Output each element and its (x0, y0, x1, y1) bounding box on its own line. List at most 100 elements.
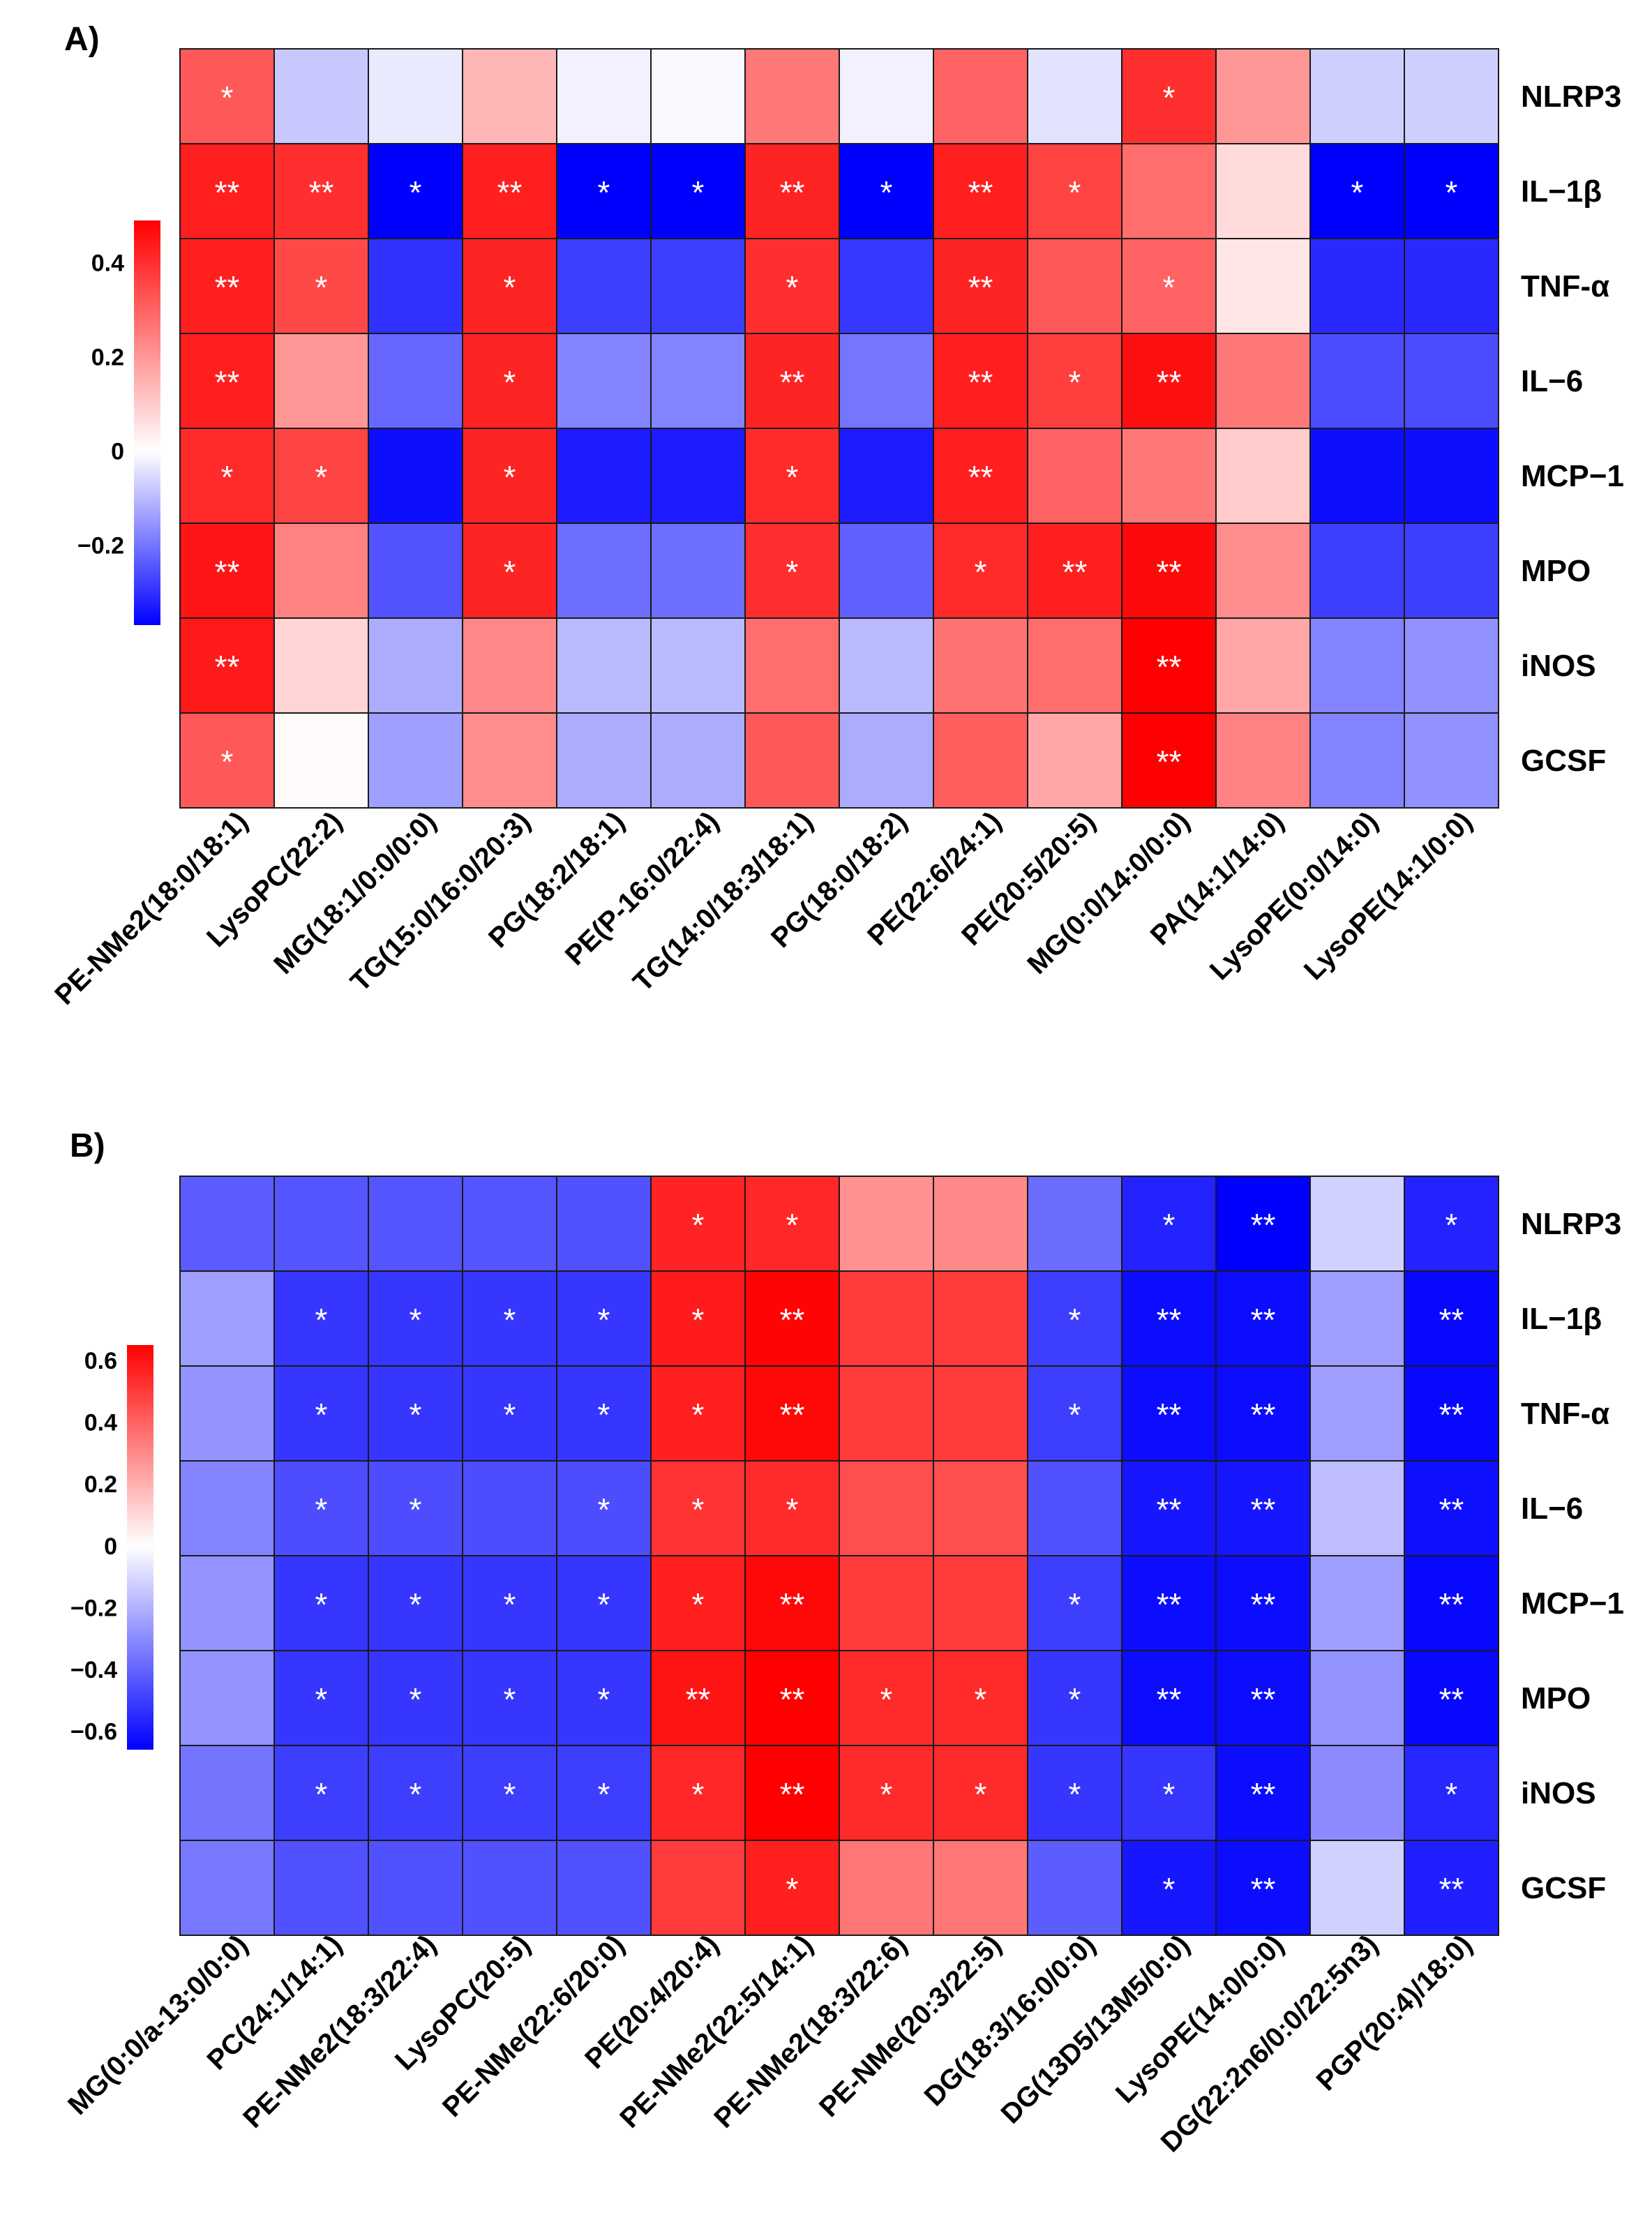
panel-a-cell-r0-c6 (744, 48, 840, 144)
panel-b-cell-r3-c6 (744, 1460, 840, 1556)
panel-a-significance-r1-c8: ** (968, 174, 993, 211)
panel-a-cell-r6-c6 (744, 617, 840, 714)
panel-b-significance-r5-c2: * (410, 1681, 422, 1718)
panel-b-column-label-8: PE-NMe(20:3/22:5) (813, 1929, 1007, 2123)
panel-a-cell-r4-c4 (556, 428, 652, 524)
panel-b-colorbar-tick-1: 0.4 (84, 1410, 117, 1436)
panel-b-significance-r4-c13: ** (1439, 1586, 1464, 1623)
panel-b-significance-r6-c5: * (692, 1776, 705, 1812)
panel-b-column-label-11: LysoPE(14:0/0:0) (1110, 1929, 1290, 2109)
panel-b-cell-r2-c4 (556, 1365, 652, 1462)
panel-b-cell-r7-c8 (933, 1840, 1028, 1936)
panel-b-cell-r0-c2 (368, 1176, 463, 1272)
panel-a-significance-r3-c8: ** (968, 364, 993, 400)
panel-b-cell-r0-c10 (1121, 1176, 1217, 1272)
panel-b-colorbar: 0.6 0.4 0.2 0 −0.2 −0.4 −0.6 (70, 1345, 153, 1750)
panel-b-cell-r5-c2 (368, 1650, 463, 1746)
panel-a-column-label-13: LysoPE(14:1/0:0) (1298, 806, 1478, 986)
panel-a-significance-r1-c0: ** (215, 174, 240, 211)
panel-a-significance-r3-c10: ** (1157, 364, 1182, 400)
panel-a-cell-r1-c7 (839, 143, 934, 239)
panel-a-cell-r1-c3 (462, 143, 557, 239)
panel-b-colorbar-tick-0: 0.6 (84, 1348, 117, 1374)
panel-a-cell-r5-c11 (1215, 523, 1311, 619)
panel-a-significance-r1-c2: * (410, 174, 422, 211)
panel-b-cell-r5-c5 (650, 1650, 746, 1746)
panel-a-cell-r7-c5 (650, 712, 746, 809)
panel-a-significance-r4-c3: * (504, 459, 516, 495)
panel-a-cell-r2-c5 (650, 238, 746, 334)
panel-b-significance-r5-c9: * (1069, 1681, 1081, 1718)
panel-b-cell-r1-c3 (462, 1270, 557, 1367)
panel-b-cell-r0-c11 (1215, 1176, 1311, 1272)
panel-b-cell-r4-c1 (273, 1555, 369, 1651)
panel-b-cell-r2-c12 (1309, 1365, 1405, 1462)
panel-b-cell-r2-c6 (744, 1365, 840, 1462)
panel-a-significance-r2-c10: * (1163, 269, 1176, 306)
panel-b-significance-r5-c1: * (315, 1681, 328, 1718)
panel-a-column-label-3: TG(15:0/16:0/20:3) (345, 806, 536, 998)
panel-a-cell-r2-c11 (1215, 238, 1311, 334)
panel-b-cell-r6-c13 (1404, 1745, 1499, 1841)
panel-b-cell-r7-c2 (368, 1840, 463, 1936)
panel-b-significance-r4-c10: ** (1157, 1586, 1182, 1623)
panel-a-cell-r7-c13 (1404, 712, 1499, 809)
panel-b-column-label-0: MG(0:0/a-13:0/0:0) (62, 1929, 254, 2121)
panel-a-cell-r4-c5 (650, 428, 746, 524)
panel-b-significance-r0-c11: ** (1251, 1207, 1276, 1243)
panel-b-cell-r4-c0 (179, 1555, 275, 1651)
panel-b-cell-r7-c6 (744, 1840, 840, 1936)
panel-a-cell-r6-c2 (368, 617, 463, 714)
panel-a-cell-r6-c4 (556, 617, 652, 714)
panel-b-significance-r5-c11: ** (1251, 1681, 1276, 1718)
panel-b-significance-r5-c6: ** (780, 1681, 805, 1718)
panel-a-row-label-7: GCSF (1521, 744, 1606, 778)
panel-b-significance-r4-c2: * (410, 1586, 422, 1623)
panel-b-significance-r6-c6: ** (780, 1776, 805, 1812)
panel-b-significance-r2-c3: * (504, 1397, 516, 1433)
panel-b-significance-r7-c11: ** (1251, 1871, 1276, 1907)
panel-b-cell-r1-c4 (556, 1270, 652, 1367)
panel-b-cell-r3-c8 (933, 1460, 1028, 1556)
panel-b-cell-r3-c3 (462, 1460, 557, 1556)
panel-a-row-label-3: IL−6 (1521, 364, 1583, 398)
panel-b-row-label-1: IL−1β (1521, 1302, 1602, 1336)
panel-a-cell-r3-c0 (179, 333, 275, 429)
panel-b-row-label-0: NLRP3 (1521, 1207, 1621, 1241)
panel-b-row-label-5: MPO (1521, 1681, 1591, 1715)
panel-b-cell-r7-c11 (1215, 1840, 1311, 1936)
panel-a-cell-r7-c6 (744, 712, 840, 809)
panel-b-colorbar-tick-2: 0.2 (84, 1471, 117, 1498)
panel-a-cell-r5-c7 (839, 523, 934, 619)
panel-a-cell-r7-c2 (368, 712, 463, 809)
panel-a-row-label-5: MPO (1521, 554, 1591, 588)
panel-a-significance-r1-c9: * (1069, 174, 1081, 211)
panel-a-cell-r0-c2 (368, 48, 463, 144)
panel-b-colorbar-gradient (127, 1345, 153, 1750)
panel-a-cell-r7-c0 (179, 712, 275, 809)
panel-b-cell-r4-c12 (1309, 1555, 1405, 1651)
panel-a-cell-r1-c11 (1215, 143, 1311, 239)
panel-a-cell-r1-c9 (1027, 143, 1122, 239)
panel-a-cell-r1-c10 (1121, 143, 1217, 239)
panel-b-colorbar-tick-6: −0.6 (70, 1718, 117, 1745)
panel-a-significance-r5-c6: * (786, 554, 799, 590)
panel-b-cell-r0-c13 (1404, 1176, 1499, 1272)
panel-b-significance-r4-c11: ** (1251, 1586, 1276, 1623)
panel-a-cell-r3-c13 (1404, 333, 1499, 429)
panel-b-significance-r3-c5: * (692, 1492, 705, 1528)
panel-b-cell-r0-c7 (839, 1176, 934, 1272)
panel-a-significance-r1-c5: * (692, 174, 705, 211)
panel-b-cell-r7-c9 (1027, 1840, 1122, 1936)
panel-a-cell-r5-c12 (1309, 523, 1405, 619)
panel-b-significance-r6-c8: * (975, 1776, 987, 1812)
panel-b-significance-r6-c9: * (1069, 1776, 1081, 1812)
panel-a-cell-r0-c7 (839, 48, 934, 144)
panel-b-significance-r1-c10: ** (1157, 1302, 1182, 1338)
panel-a-significance-r5-c10: ** (1157, 554, 1182, 590)
panel-a-cell-r0-c5 (650, 48, 746, 144)
panel-a-significance-r2-c0: ** (215, 269, 240, 306)
panel-a-significance-r3-c9: * (1069, 364, 1081, 400)
panel-a-significance-r5-c8: * (975, 554, 987, 590)
